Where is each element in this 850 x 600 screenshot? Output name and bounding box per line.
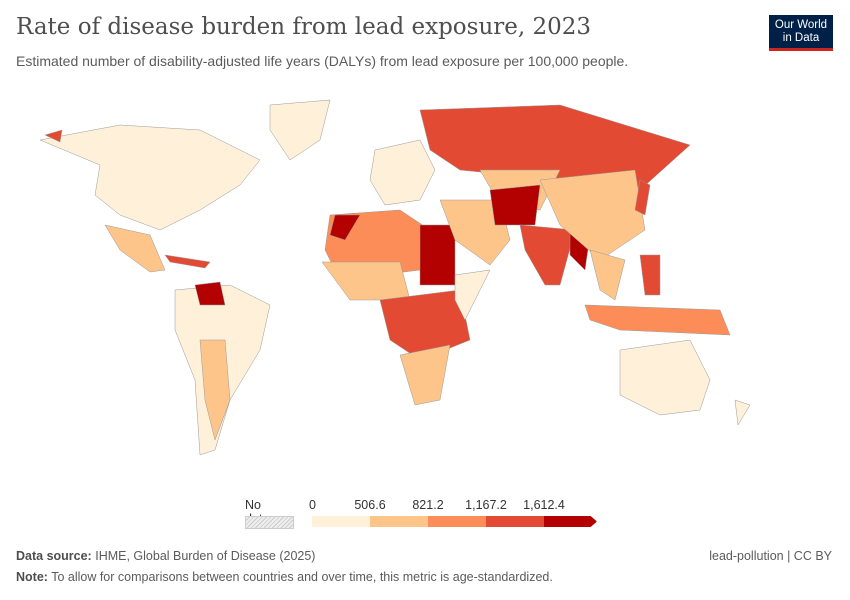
legend-tick: 0 bbox=[309, 498, 316, 512]
note-text: To allow for comparisons between countri… bbox=[51, 570, 553, 584]
region-east-africa[interactable] bbox=[454, 269, 491, 321]
region-venezuela[interactable] bbox=[194, 281, 226, 306]
owid-logo[interactable]: Our World in Data bbox=[769, 15, 833, 51]
region-japan[interactable] bbox=[634, 179, 651, 216]
legend-tick: 506.6 bbox=[354, 498, 386, 512]
legend-bin[interactable] bbox=[370, 516, 429, 527]
region-north-america[interactable] bbox=[39, 124, 261, 231]
region-caribbean[interactable] bbox=[164, 254, 211, 269]
region-bolivia-argentina[interactable] bbox=[199, 339, 231, 441]
region-west-africa[interactable] bbox=[321, 261, 411, 301]
region-india[interactable] bbox=[519, 224, 576, 286]
region-greenland[interactable] bbox=[269, 99, 331, 161]
legend-tick: 1,612.4 bbox=[523, 498, 565, 512]
logo-line1: Our World bbox=[774, 19, 828, 31]
legend-no-data-swatch[interactable] bbox=[245, 516, 294, 529]
region-philippines[interactable] bbox=[639, 254, 661, 296]
note-line: Note: To allow for comparisons between c… bbox=[16, 570, 553, 584]
region-mexico-central[interactable] bbox=[104, 224, 166, 273]
world-map[interactable] bbox=[0, 95, 800, 485]
region-afghanistan-pak[interactable] bbox=[489, 184, 541, 226]
region-middle-east[interactable] bbox=[439, 199, 511, 266]
region-indonesia[interactable] bbox=[584, 304, 731, 336]
region-china[interactable] bbox=[539, 169, 646, 261]
legend-tick: 1,167.2 bbox=[465, 498, 507, 512]
region-iceland[interactable] bbox=[44, 129, 63, 143]
slug-license[interactable]: lead-pollution | CC BY bbox=[709, 549, 832, 563]
region-morocco[interactable] bbox=[329, 214, 361, 241]
legend-bin[interactable] bbox=[486, 516, 545, 527]
region-southern-africa[interactable] bbox=[399, 344, 451, 406]
legend-bin[interactable] bbox=[544, 516, 597, 527]
source-line: Data source: IHME, Global Burden of Dise… bbox=[16, 549, 315, 563]
region-new-zealand[interactable] bbox=[734, 399, 751, 426]
chart-title: Rate of disease burden from lead exposur… bbox=[16, 14, 592, 40]
logo-line2: in Data bbox=[782, 32, 820, 44]
region-egypt-sudan[interactable] bbox=[419, 224, 456, 286]
region-se-asia[interactable] bbox=[589, 249, 626, 301]
source-text[interactable]: IHME, Global Burden of Disease (2025) bbox=[95, 549, 316, 563]
legend-bin[interactable] bbox=[428, 516, 487, 527]
chart-subtitle: Estimated number of disability-adjusted … bbox=[16, 53, 629, 69]
region-australia[interactable] bbox=[619, 339, 711, 416]
source-label: Data source: bbox=[16, 549, 92, 563]
note-label: Note: bbox=[16, 570, 48, 584]
legend-bin[interactable] bbox=[312, 516, 371, 527]
legend-tick: 821.2 bbox=[412, 498, 444, 512]
region-europe[interactable] bbox=[369, 139, 436, 206]
